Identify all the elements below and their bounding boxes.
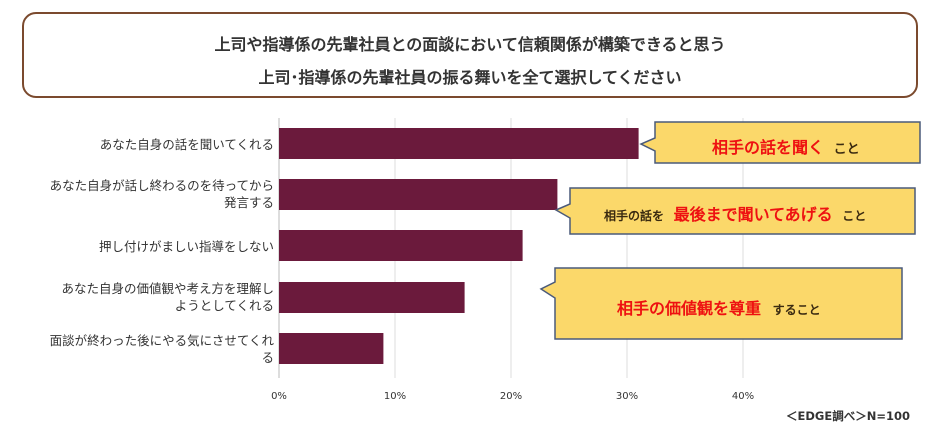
x-tick-label-2: 10% — [384, 391, 406, 402]
category-label-5: 面談が終わった後にやる気にさせてくれ る — [4, 332, 274, 366]
callout-3-emphasis: 相手の価値観を尊重 — [617, 299, 762, 318]
title-frame: 上司や指導係の先輩社員との面談において信頼関係が構築できると思う 上司･指導係の… — [22, 12, 918, 98]
category-label-2-line-2: 発言する — [223, 195, 274, 210]
callout-2-shape — [554, 187, 916, 235]
category-label-5-line-1: 面談が終わった後にやる気にさせてくれ — [49, 333, 274, 348]
callout-1-shape — [639, 121, 921, 164]
callout-2-prefix: 相手の話を — [604, 209, 665, 223]
x-axis-ticks: 0% 10% 20% 30% 40% — [271, 391, 754, 402]
category-label-1-line-1: あなた自身の話を聞いてくれる — [99, 137, 274, 152]
callout-2-text: 相手の話を 最後まで聞いてあげる こと — [604, 201, 866, 225]
category-label-5-line-2: る — [261, 350, 274, 365]
category-label-3: 押し付けがましい指導をしない — [4, 238, 274, 255]
bar-1 — [279, 128, 639, 159]
category-label-4-line-2: ようとしてくれる — [174, 298, 274, 313]
x-tick-label-1: 0% — [271, 391, 287, 402]
callout-1-emphasis: 相手の話を聞く — [712, 138, 825, 157]
chart-title-line-2: 上司･指導係の先輩社員の振る舞いを全て選択してください — [258, 68, 682, 87]
category-label-4-line-1: あなた自身の価値観や考え方を理解し — [61, 281, 274, 296]
bar-5 — [279, 333, 384, 364]
callout-3-text: 相手の価値観を尊重 すること — [617, 295, 821, 319]
callout-3-shape — [539, 267, 903, 340]
category-label-2-line-1: あなた自身が話し終わるのを待ってから — [49, 178, 274, 193]
bar-4 — [279, 282, 465, 313]
callout-1-tail: こと — [833, 142, 860, 157]
x-tick-label-4: 30% — [616, 391, 638, 402]
callout-1-text: 相手の話を聞く こと — [712, 134, 860, 158]
x-tick-label-3: 20% — [500, 391, 522, 402]
callout-3-tail: すること — [772, 303, 821, 317]
category-label-3-line-1: 押し付けがましい指導をしない — [98, 239, 274, 254]
category-label-1: あなた自身の話を聞いてくれる — [4, 136, 274, 153]
bars — [279, 128, 639, 364]
source-note: ＜EDGE調べ＞N=100 — [786, 409, 910, 423]
category-label-2: あなた自身が話し終わるのを待ってから 発言する — [4, 177, 274, 211]
bar-2 — [279, 179, 558, 210]
bar-3 — [279, 230, 523, 261]
callout-2-emphasis: 最後まで聞いてあげる — [673, 205, 833, 224]
chart-title-line-1: 上司や指導係の先輩社員との面談において信頼関係が構築できると思う — [214, 35, 726, 54]
x-tick-label-5: 40% — [732, 391, 754, 402]
callout-2-tail: こと — [842, 209, 867, 223]
category-label-4: あなた自身の価値観や考え方を理解し ようとしてくれる — [4, 280, 274, 314]
